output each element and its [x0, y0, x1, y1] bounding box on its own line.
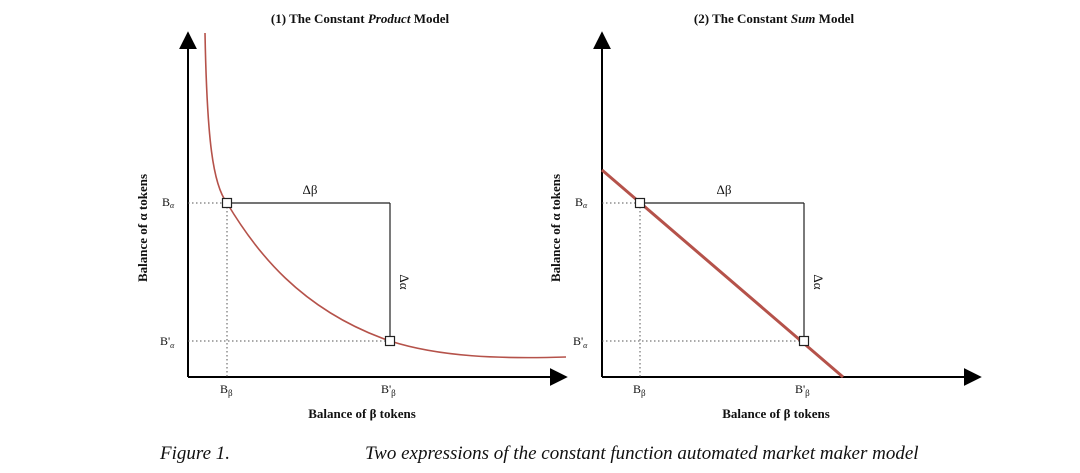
panel1-x-axis-label: Balance of β tokens: [308, 406, 416, 421]
panel1-title: (1) The Constant Product Model: [271, 11, 450, 26]
panel1-ytick-ba: Bα: [162, 195, 175, 210]
panel2-delta-alpha-label: Δα: [811, 274, 826, 289]
panel2-point-end: [798, 335, 810, 347]
panel2-title: (2) The Constant Sum Model: [694, 11, 855, 26]
panel2-xtick-bb-prime: B'β: [795, 382, 810, 398]
panel2-y-axis-label: Balance of α tokens: [548, 174, 563, 282]
panel1-delta-beta-label: Δβ: [303, 182, 318, 197]
panel1-delta-alpha-label: Δα: [397, 274, 412, 289]
panel-constant-product: (1) The Constant Product Model Δβ Δα Bα …: [135, 11, 568, 421]
caption-text: Two expressions of the constant function…: [365, 443, 919, 464]
panel1-ytick-ba-prime: B'α: [160, 334, 175, 350]
panel1-point-end: [384, 335, 396, 347]
panel1-point-start: [221, 197, 233, 209]
caption-label: Figure 1.: [159, 443, 230, 464]
panel2-point-start: [634, 197, 646, 209]
panel1-xtick-bb: Bβ: [220, 382, 233, 398]
panel2-ytick-ba-prime: B'α: [573, 334, 588, 350]
figure-caption: Figure 1. Two expressions of the constan…: [159, 443, 919, 464]
panel2-delta-beta-label: Δβ: [717, 182, 732, 197]
panel1-product-curve: [204, 32, 567, 359]
panel2-xtick-bb: Bβ: [633, 382, 646, 398]
panel1-xtick-bb-prime: B'β: [381, 382, 396, 398]
panel2-x-axis-label: Balance of β tokens: [722, 406, 830, 421]
panel1-y-axis-label: Balance of α tokens: [135, 174, 150, 282]
panel2-ytick-ba: Bα: [575, 195, 588, 210]
panel-constant-sum: (2) The Constant Sum Model Δβ Δα Bα B'α …: [548, 11, 982, 421]
